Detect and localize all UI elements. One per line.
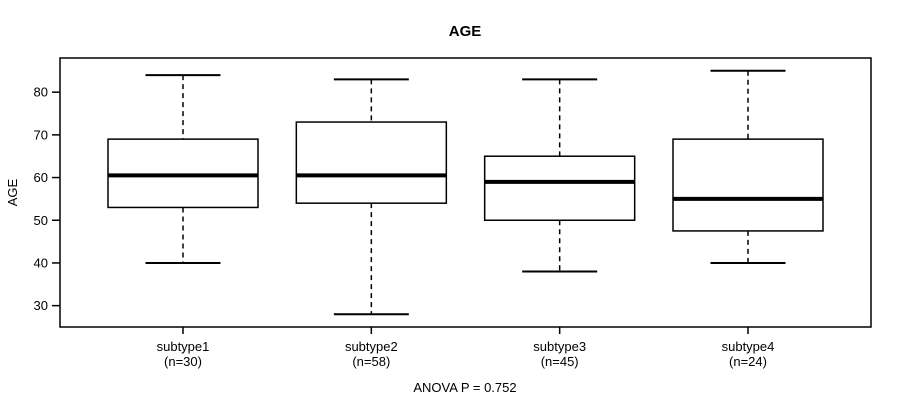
boxplot-subtype1	[107, 74, 259, 264]
x-sublabel-subtype4: (n=24)	[729, 354, 767, 369]
chart-title: AGE	[449, 23, 482, 40]
iqr-box	[672, 138, 824, 232]
x-label-subtype1: subtype1	[157, 339, 210, 354]
boxplot-subtype2	[295, 78, 448, 316]
y-axis-label: AGE	[5, 178, 20, 206]
y-tick-label: 40	[34, 255, 48, 270]
boxplot-subtype3	[483, 78, 636, 273]
y-tick-label: 60	[34, 170, 48, 185]
x-label-subtype3: subtype3	[533, 339, 586, 354]
x-sublabel-subtype2: (n=58)	[352, 354, 390, 369]
x-sublabel-subtype3: (n=45)	[541, 354, 579, 369]
y-tick-label: 50	[34, 213, 48, 228]
anova-caption: ANOVA P = 0.752	[413, 380, 516, 395]
iqr-box	[107, 138, 259, 209]
y-tick-label: 30	[34, 298, 48, 313]
iqr-box	[483, 155, 636, 222]
x-label-subtype4: subtype4	[722, 339, 775, 354]
iqr-box	[295, 121, 448, 204]
y-tick-label: 80	[34, 85, 48, 100]
x-label-subtype2: subtype2	[345, 339, 398, 354]
y-axis: 30 40 50 60 70 80	[34, 85, 60, 313]
x-sublabel-subtype1: (n=30)	[164, 354, 202, 369]
boxplots	[107, 69, 824, 316]
y-tick-label: 70	[34, 127, 48, 142]
x-axis: subtype1(n=30) subtype2(n=58) subtype3(n=4…	[157, 327, 775, 369]
plot-frame	[59, 57, 872, 328]
boxplot-subtype4	[672, 69, 824, 264]
